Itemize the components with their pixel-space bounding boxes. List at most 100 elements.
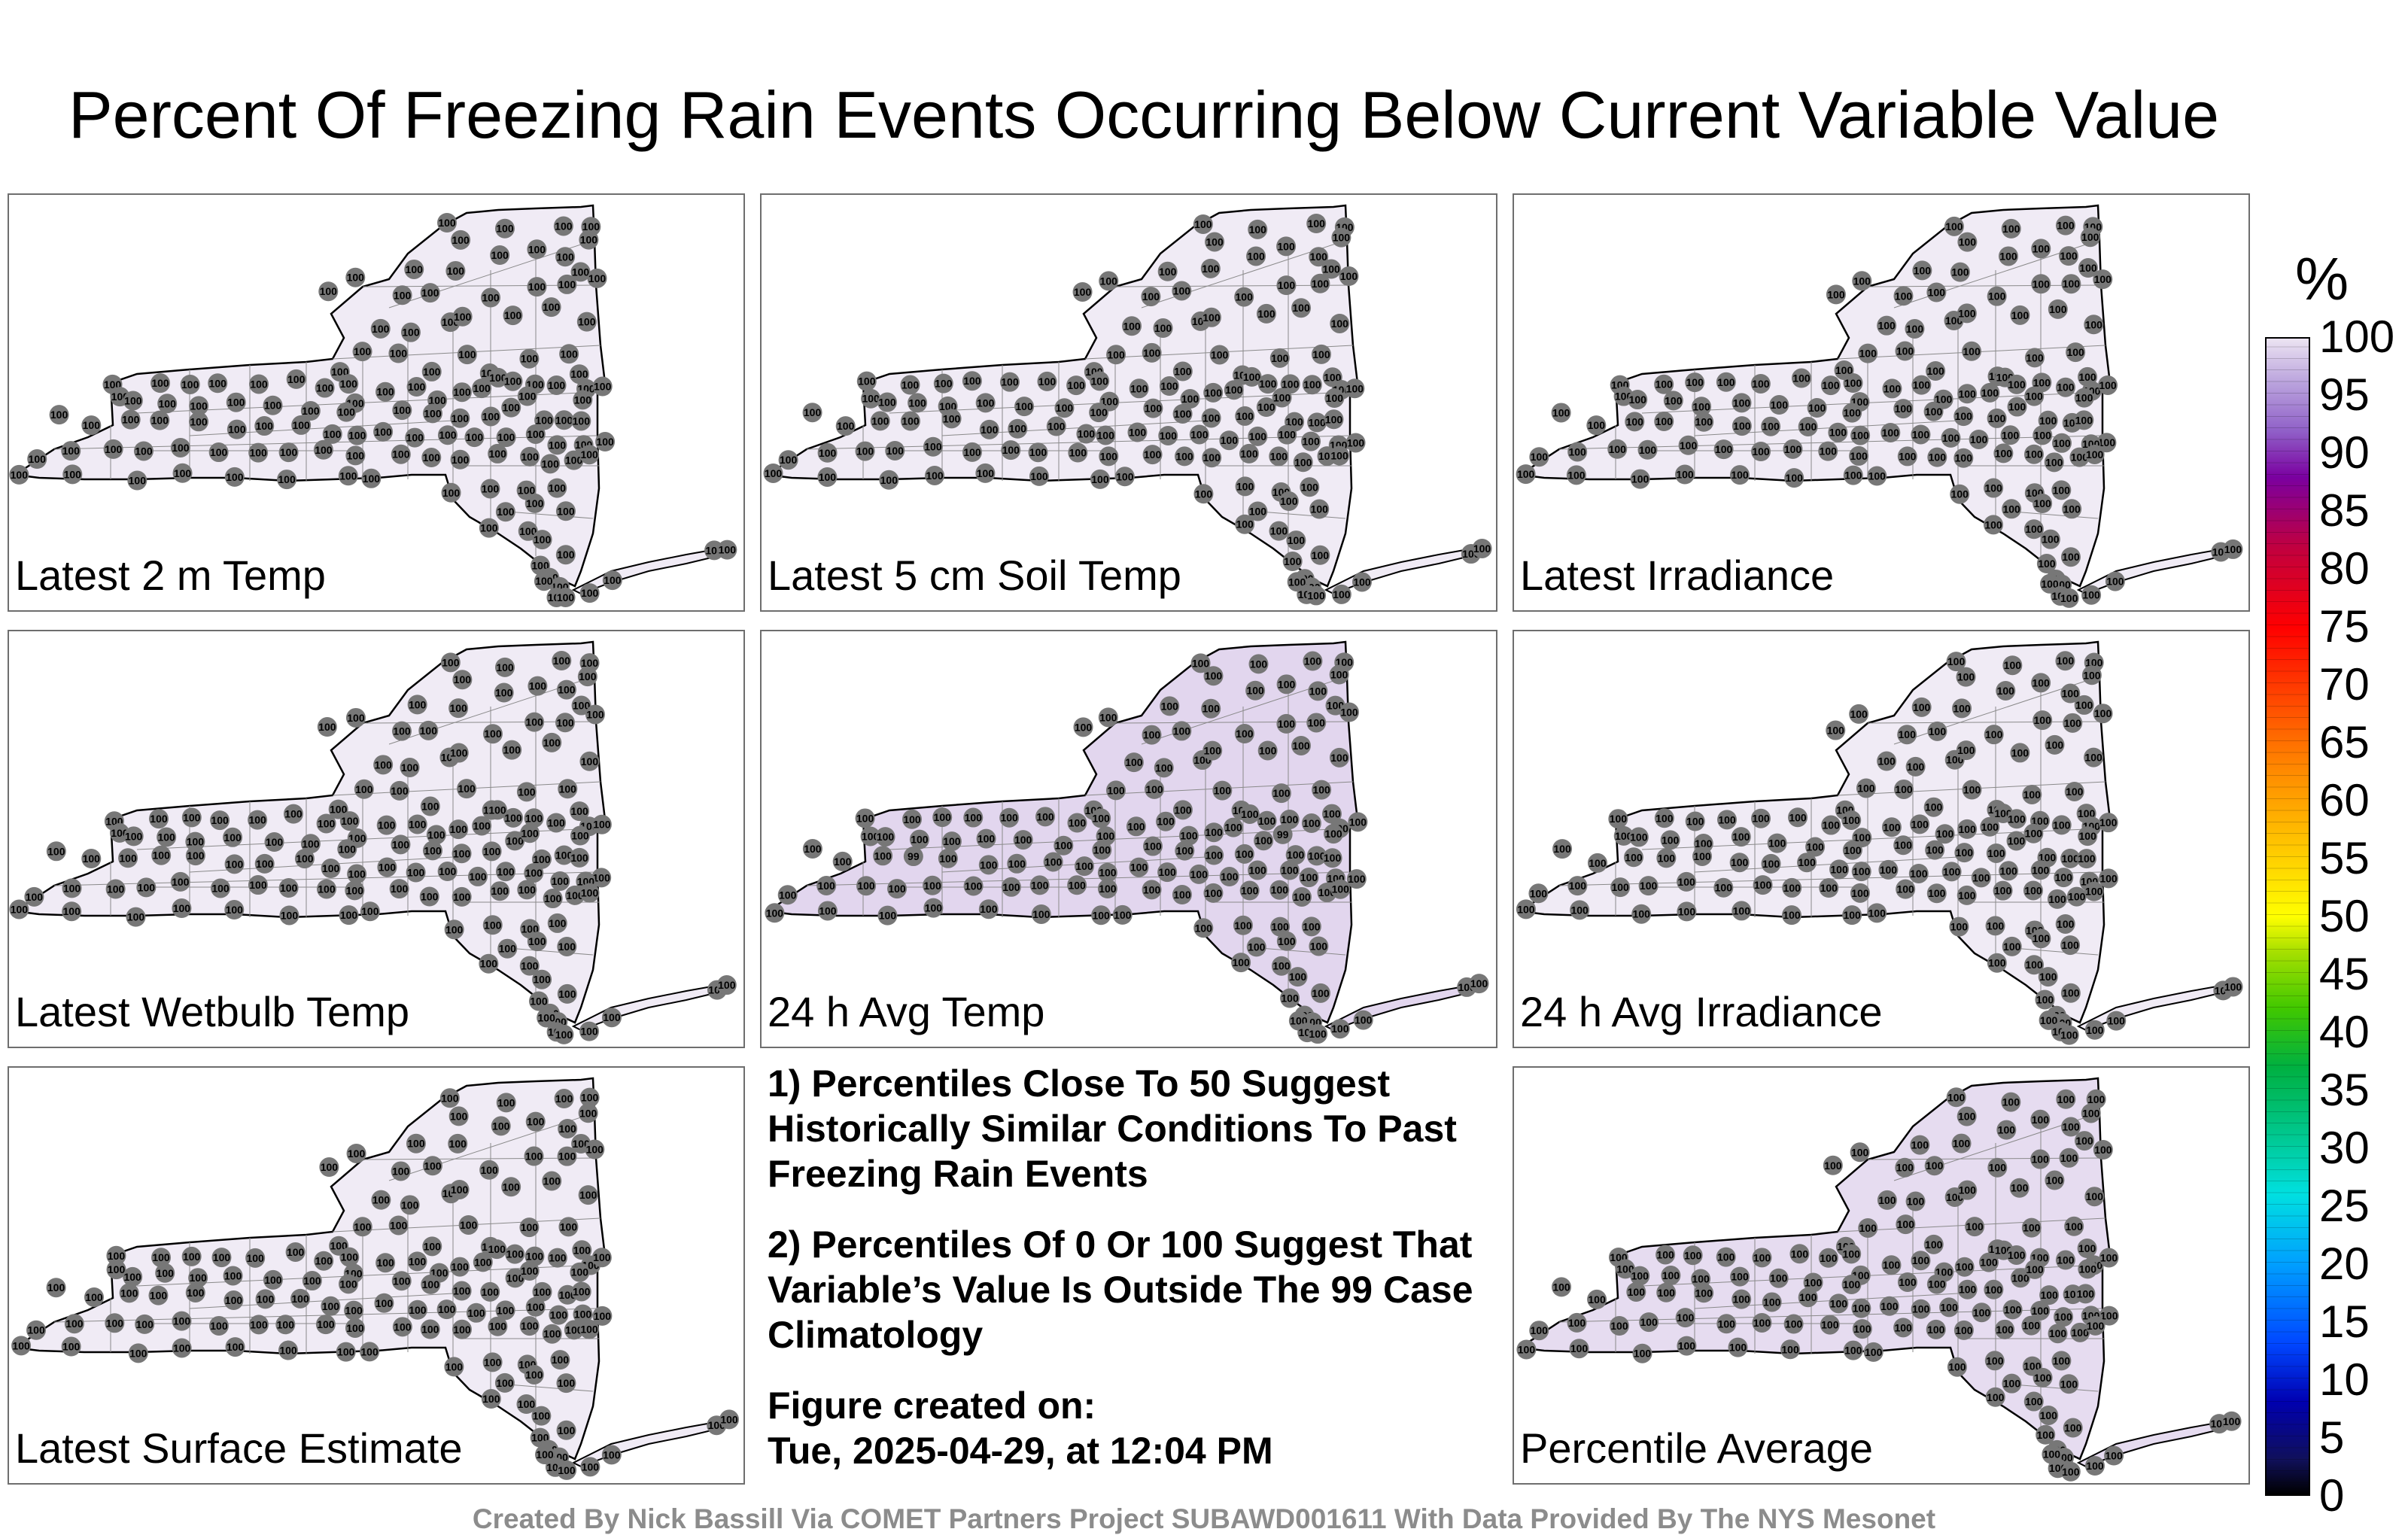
station-marker	[557, 274, 577, 294]
station-marker	[1950, 484, 1970, 504]
station-value: 100	[1732, 831, 1750, 843]
station-marker	[1272, 824, 1293, 844]
station-marker	[421, 1274, 441, 1294]
station-value: 100	[1911, 818, 1929, 830]
station-marker	[185, 846, 205, 866]
station-marker	[1322, 848, 1342, 868]
station-marker	[1257, 810, 1277, 831]
station-value: 100	[1308, 217, 1326, 229]
station-value: 100	[1791, 1248, 1809, 1260]
station-value: 100	[2032, 1114, 2050, 1126]
station-value: 100	[533, 974, 551, 986]
station-marker	[532, 969, 552, 989]
station-value: 100	[527, 1301, 545, 1313]
station-marker	[62, 901, 82, 922]
station-value: 100	[2099, 816, 2118, 828]
station-value: 100	[1851, 887, 1869, 899]
station-value: 100	[2039, 415, 2057, 427]
station-marker	[488, 367, 508, 388]
station-value: 100	[1092, 909, 1110, 921]
map-panel-percentile-average: 100 100 100 100 100 100 100 100 100 100 100 100 100 1…	[1513, 1066, 2250, 1485]
station-value: 100	[315, 444, 333, 456]
station-marker	[524, 1364, 544, 1385]
station-value: 100	[1865, 1346, 1883, 1358]
station-value: 100	[521, 1265, 539, 1277]
station-marker	[1035, 807, 1056, 827]
station-value: 100	[424, 1240, 442, 1252]
station-value: 100	[1882, 427, 1900, 439]
station-marker	[189, 396, 209, 416]
station-value: 100	[423, 366, 441, 378]
station-marker	[1685, 372, 1705, 393]
station-marker	[49, 405, 69, 425]
station-marker	[1013, 830, 1033, 850]
station-value: 100	[1127, 820, 1145, 832]
station-marker	[1613, 825, 1634, 846]
station-marker	[1893, 835, 1914, 856]
station-value: 100	[1658, 1287, 1676, 1299]
station-value: 100	[1986, 1354, 2004, 1366]
station-value: 100	[1195, 922, 1213, 934]
station-marker	[300, 401, 321, 421]
station-value: 100	[1333, 588, 1351, 600]
station-marker	[488, 800, 508, 820]
station-value: 100	[499, 943, 517, 955]
station-marker	[467, 866, 488, 886]
station-value: 100	[1827, 725, 1845, 737]
station-value: 100	[1322, 263, 1340, 275]
station-marker	[1106, 345, 1126, 365]
station-marker	[855, 441, 875, 461]
station-marker	[1867, 466, 1887, 486]
station-marker	[388, 343, 409, 363]
station-value: 100	[1174, 408, 1192, 420]
station-value: 100	[534, 533, 552, 546]
station-value: 100	[1680, 439, 1698, 451]
station-marker	[2060, 683, 2081, 704]
station-value: 100	[1067, 379, 1085, 391]
station-marker	[1007, 853, 1027, 874]
station-marker	[1752, 1312, 1772, 1333]
station-value: 100	[1192, 657, 1210, 669]
station-value: 100	[190, 415, 208, 427]
station-marker	[2031, 274, 2051, 294]
station-value: 100	[1303, 378, 1321, 391]
station-marker	[591, 814, 612, 834]
station-marker	[208, 442, 229, 463]
panel-label: Percentile Average	[1520, 1424, 1874, 1472]
station-marker	[2063, 1418, 2083, 1438]
station-marker	[1256, 397, 1276, 418]
station-value: 100	[346, 1322, 364, 1334]
station-value: 100	[47, 1281, 65, 1293]
station-value: 100	[1640, 880, 1658, 892]
station-marker	[503, 305, 523, 326]
station-value: 100	[1662, 1269, 1680, 1281]
station-value: 100	[1236, 518, 1254, 530]
station-marker	[1306, 214, 1327, 234]
station-marker	[389, 879, 409, 899]
station-value: 100	[408, 381, 426, 393]
station-marker	[565, 885, 585, 905]
station-value: 100	[287, 373, 306, 385]
station-marker	[503, 371, 523, 391]
station-value: 100	[2062, 987, 2080, 999]
station-marker	[1248, 219, 1268, 239]
station-value: 100	[886, 445, 905, 457]
station-value: 100	[1270, 525, 1288, 537]
station-marker	[375, 381, 396, 402]
long-island-outline	[2076, 980, 2239, 1032]
station-value: 100	[1354, 1014, 1373, 1026]
colorbar-tick-label: 65	[2319, 717, 2370, 768]
station-value: 100	[593, 871, 611, 883]
station-value: 100	[862, 393, 880, 405]
station-value: 100	[1204, 745, 1222, 757]
station-marker	[1193, 484, 1214, 504]
station-marker	[316, 813, 336, 834]
station-value: 100	[2040, 1409, 2058, 1421]
station-marker	[1910, 1135, 1930, 1155]
station-value: 100	[2086, 1190, 2104, 1202]
station-marker	[426, 825, 446, 845]
station-marker	[1761, 416, 1781, 436]
station-marker	[2031, 673, 2051, 693]
station-value: 100	[287, 1246, 305, 1258]
